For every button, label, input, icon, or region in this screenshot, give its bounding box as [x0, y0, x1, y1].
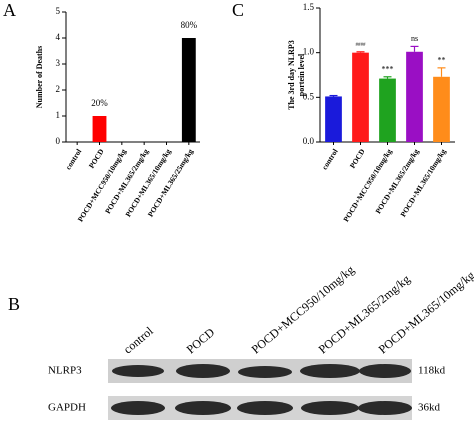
x-tick-label: POCD+MCC950/10mg/kg — [341, 147, 393, 223]
lane-label: POCD — [184, 325, 218, 357]
band — [112, 365, 164, 377]
significance-label: #### — [356, 43, 367, 48]
band — [358, 401, 412, 415]
band — [176, 364, 230, 378]
y-axis-label: The 3rd day NLRP3 — [287, 40, 296, 110]
annotation: 20% — [91, 98, 108, 108]
y-tick-label: 0.0 — [303, 136, 315, 146]
band — [300, 364, 360, 378]
band — [237, 401, 293, 415]
significance-label: *** — [382, 65, 394, 74]
bar — [379, 78, 396, 142]
x-tick-label: control — [320, 147, 340, 171]
bar — [406, 51, 423, 143]
y-tick-label: 0.5 — [303, 91, 315, 101]
band — [111, 401, 165, 415]
y-tick-label: 0 — [56, 136, 61, 146]
panel-label: A — [3, 0, 16, 20]
bar — [352, 52, 369, 142]
row-size: 36kd — [418, 402, 441, 414]
significance-label: ** — [438, 56, 446, 65]
y-axis-label: portein level — [297, 53, 306, 96]
y-tick-label: 1.5 — [303, 2, 315, 12]
panel-label: B — [8, 294, 20, 314]
blot-bands — [111, 364, 412, 415]
bar — [92, 116, 107, 142]
band — [359, 364, 411, 378]
band — [175, 401, 231, 415]
band — [301, 401, 359, 415]
bar — [325, 96, 342, 142]
y-tick-label: 1.0 — [303, 47, 315, 57]
y-tick-label: 4 — [56, 32, 61, 42]
y-tick-label: 3 — [56, 58, 61, 68]
y-tick-label: 5 — [56, 6, 61, 16]
significance-label: ns — [411, 34, 418, 43]
row-label: GAPDH — [48, 402, 86, 414]
x-tick-label: control — [64, 147, 84, 171]
x-tick-label: POCD — [87, 147, 106, 170]
y-axis-label: Number of Deaths — [35, 46, 44, 109]
row-label: NLRP3 — [48, 365, 82, 377]
annotation: 80% — [181, 20, 198, 30]
band — [238, 366, 292, 378]
y-tick-label: 1 — [56, 110, 61, 120]
lane-label: control — [121, 323, 157, 356]
y-tick-label: 2 — [56, 84, 61, 94]
bar — [433, 76, 450, 142]
panel-label: C — [232, 0, 244, 20]
bar — [181, 38, 196, 142]
row-size: 118kd — [418, 365, 446, 377]
lane-label: POCD+ML365/10mg/kg — [376, 268, 474, 356]
x-tick-label: POCD — [348, 147, 367, 170]
